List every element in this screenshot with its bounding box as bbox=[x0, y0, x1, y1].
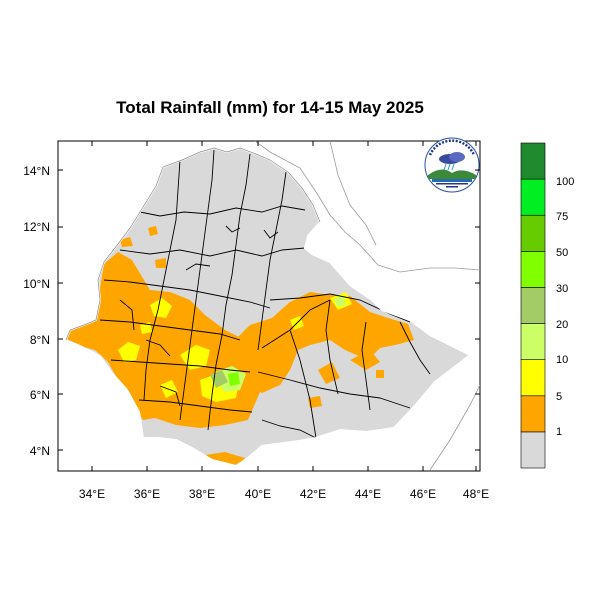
legend-swatch bbox=[520, 287, 546, 324]
ethiopia-north-border bbox=[65, 147, 321, 341]
legend-swatch bbox=[520, 251, 546, 288]
legend-swatch bbox=[520, 359, 546, 397]
legend-label: 5 bbox=[556, 391, 562, 403]
legend-label: 50 bbox=[556, 247, 568, 259]
map-panel bbox=[57, 137, 481, 472]
lon-tick-label: 36°E bbox=[134, 487, 160, 501]
legend-swatch bbox=[520, 178, 546, 216]
legend-color-bar bbox=[520, 142, 546, 469]
map-title: Total Rainfall (mm) for 14-15 May 2025 bbox=[116, 98, 424, 117]
legend-label: 100 bbox=[556, 176, 574, 188]
legend-label: 10 bbox=[556, 354, 568, 366]
lon-tick-label: 42°E bbox=[300, 487, 326, 501]
lat-tick-label: 6°N bbox=[30, 388, 50, 402]
lon-tick-label: 34°E bbox=[79, 487, 105, 501]
lon-tick-label: 48°E bbox=[463, 487, 489, 501]
rainfall-shading bbox=[66, 226, 414, 466]
legend-swatch bbox=[520, 323, 546, 360]
lat-tick-label: 4°N bbox=[30, 444, 50, 458]
lat-tick-label: 14°N bbox=[23, 164, 50, 178]
axis-tick-marks bbox=[58, 141, 480, 471]
legend-label: 1 bbox=[556, 426, 562, 438]
legend-swatch bbox=[520, 395, 546, 433]
admin-boundaries bbox=[99, 149, 431, 439]
lon-tick-label: 40°E bbox=[245, 487, 271, 501]
neighbor-boundaries bbox=[254, 141, 480, 471]
legend-label: 75 bbox=[556, 211, 568, 223]
longitude-axis: 34°E 36°E 38°E 40°E 42°E 44°E 46°E 48°E bbox=[79, 487, 489, 501]
latitude-axis: 14°N 12°N 10°N 8°N 6°N 4°N bbox=[23, 164, 50, 458]
legend-swatch bbox=[520, 214, 546, 252]
legend-label: 30 bbox=[556, 283, 568, 295]
lon-tick-label: 38°E bbox=[189, 487, 215, 501]
ethiopia-region bbox=[64, 146, 472, 468]
legend-swatch bbox=[520, 431, 546, 469]
ethiopian-meteorology-institute-logo bbox=[424, 137, 480, 193]
lat-tick-label: 8°N bbox=[30, 333, 50, 347]
lon-tick-label: 46°E bbox=[410, 487, 436, 501]
lon-tick-label: 44°E bbox=[355, 487, 381, 501]
rainfall-legend: 100 75 50 30 20 10 5 1 bbox=[520, 142, 574, 469]
lat-tick-label: 12°N bbox=[23, 220, 50, 234]
lat-tick-label: 10°N bbox=[23, 277, 50, 291]
legend-swatch bbox=[520, 142, 546, 180]
legend-label: 20 bbox=[556, 319, 568, 331]
